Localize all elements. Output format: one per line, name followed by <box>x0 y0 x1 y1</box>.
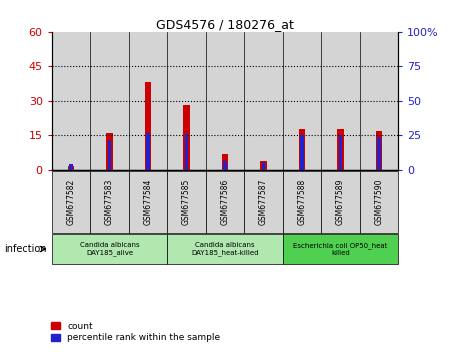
Bar <box>129 32 167 170</box>
Title: GDS4576 / 180276_at: GDS4576 / 180276_at <box>156 18 294 31</box>
Bar <box>300 135 304 170</box>
Bar <box>144 82 152 170</box>
Bar <box>52 32 90 170</box>
Bar <box>244 32 283 170</box>
Text: GSM677584: GSM677584 <box>144 179 153 225</box>
Text: GSM677590: GSM677590 <box>374 179 383 225</box>
Bar <box>183 105 190 170</box>
Bar <box>69 164 73 170</box>
Bar <box>338 135 342 170</box>
Bar <box>90 32 129 170</box>
Bar <box>184 134 189 170</box>
Bar <box>260 161 267 170</box>
Bar <box>68 166 74 170</box>
Text: GSM677582: GSM677582 <box>67 179 76 225</box>
Text: GSM677583: GSM677583 <box>105 179 114 225</box>
Bar <box>360 32 398 170</box>
Bar <box>261 162 266 170</box>
Bar <box>106 133 113 170</box>
Bar <box>146 133 150 170</box>
Bar <box>221 154 229 170</box>
Text: GSM677588: GSM677588 <box>297 179 306 225</box>
Text: Escherichia coli OP50_heat
killed: Escherichia coli OP50_heat killed <box>293 242 388 256</box>
Bar <box>206 32 244 170</box>
Text: GSM677587: GSM677587 <box>259 179 268 225</box>
Bar <box>321 32 360 170</box>
Bar <box>377 137 381 170</box>
Text: Candida albicans
DAY185_alive: Candida albicans DAY185_alive <box>80 242 140 256</box>
Bar <box>376 131 382 170</box>
Text: GSM677585: GSM677585 <box>182 179 191 225</box>
Bar <box>298 129 306 170</box>
Text: GSM677586: GSM677586 <box>220 179 230 225</box>
Bar <box>283 32 321 170</box>
Text: GSM677589: GSM677589 <box>336 179 345 225</box>
Bar <box>167 32 206 170</box>
Legend: count, percentile rank within the sample: count, percentile rank within the sample <box>47 318 224 346</box>
Bar <box>223 161 227 170</box>
Bar <box>337 129 344 170</box>
Text: Candida albicans
DAY185_heat-killed: Candida albicans DAY185_heat-killed <box>191 242 259 256</box>
Bar <box>108 139 112 170</box>
Text: infection: infection <box>4 244 47 254</box>
